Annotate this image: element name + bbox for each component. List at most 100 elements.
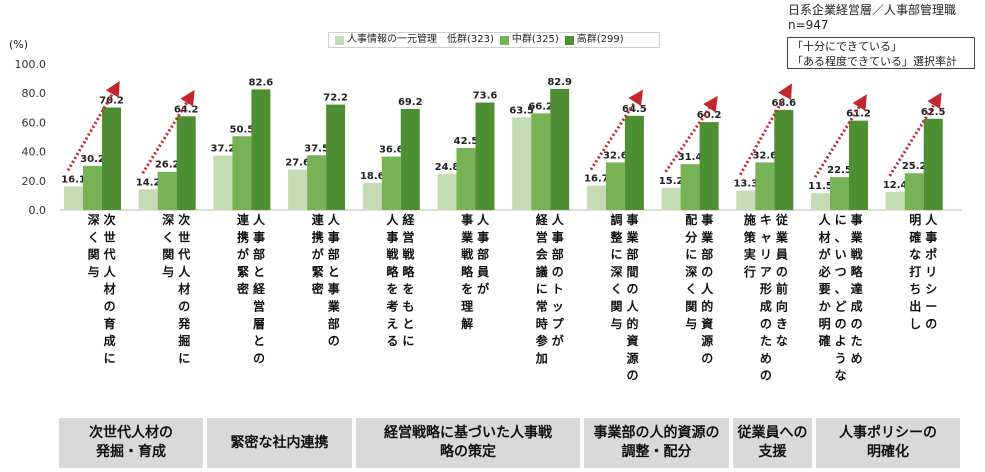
category-label-char: 深 <box>88 212 100 227</box>
bar-high <box>400 108 420 210</box>
category-label-char: 部 <box>701 247 713 262</box>
category-label-char: と <box>253 334 265 348</box>
value-label-mid: 32.6 <box>603 150 628 161</box>
respondent-note: 日系企業経営層／人事部管理職 n=947 <box>788 3 956 33</box>
category-label-char: 掘 <box>178 333 190 348</box>
y-tick-label: 80.0 <box>22 87 47 100</box>
bar-mid <box>157 171 177 210</box>
bar-low <box>64 186 83 210</box>
bar-low <box>661 187 681 210</box>
category-label-char: 事 <box>477 229 489 244</box>
category-label-char: く <box>685 282 697 296</box>
category-label-char: の <box>552 265 564 279</box>
category-label-char: の <box>851 317 863 331</box>
category-label-char: 与 <box>162 265 174 279</box>
group-label: 支援 <box>758 444 787 460</box>
bar-high <box>624 115 644 210</box>
category-label-char: た <box>851 334 863 348</box>
category-label-char: の <box>104 300 116 314</box>
value-label-low: 24.8 <box>435 162 460 173</box>
category-label-char: が <box>819 247 831 262</box>
category-label-char: 会 <box>536 247 549 262</box>
category-label-char: 関 <box>685 300 697 314</box>
category-label-char: し <box>909 317 921 331</box>
category-label-char: 確 <box>909 229 921 244</box>
definition-line-2: 「ある程度できている」選択率計 <box>792 55 957 68</box>
category-label-char: 事 <box>925 229 937 244</box>
category-label-char: 参 <box>536 333 549 348</box>
category-label-char: 略 <box>402 264 415 279</box>
category-label-char: 次 <box>178 212 190 227</box>
category-label-char: 形 <box>760 282 772 296</box>
bar-low <box>885 191 905 210</box>
category-label-char: き <box>776 317 788 331</box>
category-label-char: 的 <box>626 316 638 331</box>
bar-high <box>251 89 271 210</box>
legend-swatch-mid <box>499 35 509 45</box>
respondent-label: 日系企業経営層／人事部管理職 <box>788 3 957 17</box>
category-label-char: の <box>626 369 638 383</box>
category-label-char: 明 <box>909 213 921 227</box>
category-label-char: 向 <box>776 299 788 314</box>
category-label-char: 的 <box>701 299 713 314</box>
value-label-low: 11.5 <box>808 181 833 192</box>
category-label-char: 事 <box>461 212 473 227</box>
category-label-char: め <box>760 351 772 365</box>
category-label-char: 経 <box>402 212 415 227</box>
category-label-char: 事 <box>386 229 398 244</box>
category-label-char: 次 <box>104 212 116 227</box>
bar-high <box>849 120 868 210</box>
category-label-char: リ <box>925 265 937 279</box>
category-label-char: る <box>386 334 398 348</box>
category-label-char: 関 <box>162 248 174 262</box>
category-label-char: 営 <box>402 229 414 244</box>
value-label-mid: 26.2 <box>155 160 180 171</box>
category-label-char: 携 <box>237 229 249 244</box>
category-label-char: 営 <box>253 299 265 314</box>
category-label-char: 深 <box>610 264 622 279</box>
category-label-char: 考 <box>386 299 398 314</box>
category-label-char: 資 <box>626 333 638 348</box>
category-label-char: 略 <box>851 264 864 279</box>
category-label-char: 前 <box>776 281 788 296</box>
category-label-char: 部 <box>328 247 340 262</box>
legend-swatch-high <box>564 35 574 45</box>
category-label-char: 人 <box>386 212 399 227</box>
group-label: 明確化 <box>867 444 909 460</box>
category-label-char: と <box>328 265 340 279</box>
category-label-char: 分 <box>685 229 697 244</box>
category-label-char: 員 <box>476 265 489 279</box>
trend-arrow <box>888 92 942 177</box>
bar-high <box>102 107 121 210</box>
group-label: 従業員への <box>737 425 808 441</box>
category-label-char: く <box>610 282 622 296</box>
category-label-char: の <box>626 282 638 296</box>
legend-label-low: 人事情報の一元管理 低群(323) <box>347 34 494 45</box>
category-label-char: が <box>312 247 324 262</box>
bar-low <box>512 117 532 210</box>
category-label-char: 人 <box>328 212 341 227</box>
category-label-char: の <box>701 351 713 365</box>
category-label-char: 経 <box>536 212 549 227</box>
category-label-char: く <box>162 230 174 244</box>
group-label: 緊密な社内連携 <box>230 434 329 451</box>
category-label-char: シ <box>925 282 937 296</box>
category-label-char: 事 <box>626 212 638 227</box>
bar-low <box>288 169 308 210</box>
category-label-char: ー <box>925 300 937 314</box>
category-label-char: つ <box>835 265 847 279</box>
category-label-char: ア <box>760 265 772 279</box>
bar-mid <box>680 164 700 210</box>
category-label-char: 常 <box>536 299 548 314</box>
category-label-char: 材 <box>103 281 116 296</box>
group-label: 調整・配分 <box>621 444 692 460</box>
category-label-char: 与 <box>610 317 622 331</box>
category-label-char: 関 <box>610 300 622 314</box>
value-label-mid: 25.2 <box>902 161 927 172</box>
group-label: 事業部の人的資源の <box>593 425 720 441</box>
category-label-char: 人 <box>701 281 714 296</box>
category-label-char: 関 <box>88 248 100 262</box>
category-label-char: ッ <box>552 300 564 314</box>
category-label-char: に <box>178 351 190 365</box>
category-label-char: 材 <box>177 281 190 296</box>
